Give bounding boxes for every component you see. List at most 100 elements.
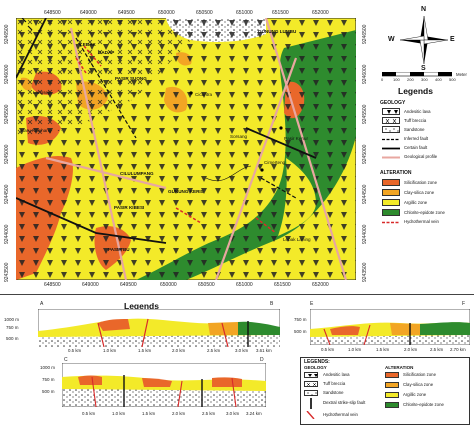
- left-tick: 9245500: [4, 104, 10, 124]
- top-tick: 650000: [158, 10, 175, 16]
- place-label-karu-kalehang: Karu Kalehang: [21, 128, 52, 133]
- inferred-fault: [75, 37, 137, 139]
- legend-item: Sandstone: [404, 127, 425, 132]
- scale-tick: 100: [393, 77, 400, 82]
- compass-n: N: [421, 6, 427, 13]
- distance-label: 1.0 km: [103, 348, 117, 353]
- place-label-langsep: Langsep: [33, 90, 51, 95]
- place-label-cimerteng: Cimerteng: [264, 160, 286, 165]
- distance-label: 2.5 km: [207, 348, 221, 353]
- elevation-label: 1000 m: [40, 365, 56, 370]
- scale-tick: 500: [449, 77, 456, 82]
- swatch-argillic: [385, 392, 399, 398]
- distance-label: 1.5 km: [142, 411, 156, 416]
- distance-label: 2.0 km: [172, 348, 186, 353]
- left-tick: 9244000: [4, 224, 10, 244]
- distance-label: 1.5 km: [376, 347, 390, 352]
- bottom-tick: 650000: [160, 282, 177, 288]
- scale-bar: 0 100 200 300 400 500 Meter: [381, 72, 472, 86]
- distance-label: 3.61 km: [256, 348, 272, 353]
- right-tick: 9245000: [362, 144, 368, 164]
- swatch-chlorite-epidote: [382, 209, 400, 216]
- distance-label: 2.70 km: [450, 347, 466, 352]
- profile-ab: Legends A B 1000 m 750 m 500 m 0.5 km 1.…: [4, 299, 280, 353]
- legend-alteration-heading: ALTERATION: [380, 170, 412, 176]
- bottom-tick: 648500: [44, 282, 61, 288]
- swatch-tuff-breccia: [382, 117, 400, 124]
- swatch-andesitic-lava: [304, 372, 318, 378]
- legend-item: Chlorite-epidote zone: [404, 210, 445, 215]
- right-tick: 9243500: [362, 262, 368, 282]
- profile-end-label: D: [260, 357, 264, 363]
- top-tick: 652000: [312, 10, 329, 16]
- bottom-tick: 651500: [274, 282, 291, 288]
- right-tick: 9245500: [362, 104, 368, 124]
- place-label-pasir-bu: PASIR BU: [108, 247, 130, 252]
- stream-line: [205, 165, 252, 181]
- swatch-hydrothermal-vein: [382, 221, 400, 224]
- place-label-cicantra: Cicantra: [195, 92, 213, 97]
- legend-item: Argillic zone: [404, 200, 428, 205]
- distance-label: 1.5 km: [138, 348, 152, 353]
- place-label-gunung-lumbu: GUNUNG LUMBU: [258, 29, 297, 34]
- bottom-tick: 652000: [312, 282, 329, 288]
- hydrothermal-vein-1: [83, 45, 102, 67]
- profile-line-cd: [69, 27, 128, 280]
- profile-legend: LEGENDS: GEOLOGY Andesitic lava Tuff bre…: [300, 357, 470, 425]
- compass-rose-icon: [399, 15, 449, 65]
- elevation-label: 750 m: [294, 317, 307, 322]
- left-tick: 9246500: [4, 24, 10, 44]
- place-marker: [189, 91, 193, 95]
- profile-ef: E F 750 m 500 m 0.5 km 1.0 km 1.5 km 2.0…: [294, 299, 472, 352]
- cross-section-panel: Legends A B 1000 m 750 m 500 m 0.5 km 1.…: [0, 294, 474, 443]
- map-canvas: [16, 18, 356, 280]
- scale-unit: Meter: [456, 72, 467, 77]
- profile-start-label: E: [310, 301, 314, 307]
- right-tick: 9246500: [362, 24, 368, 44]
- profile-end-label: B: [270, 301, 274, 307]
- swatch-silicification: [385, 372, 399, 378]
- legend-item: Clay-silica zone: [403, 382, 434, 387]
- place-label-sorsang: Sorsang: [230, 134, 248, 139]
- compass-w: W: [388, 36, 395, 43]
- top-tick: 650500: [196, 10, 213, 16]
- scale-tick: 200: [407, 77, 414, 82]
- swatch-dextral-fault: [310, 398, 312, 409]
- legend-item: Silicification zone: [404, 180, 437, 185]
- top-tick: 649500: [118, 10, 135, 16]
- elevation-label: 750 m: [42, 377, 55, 382]
- fault-ticks: [21, 18, 33, 31]
- right-tick: 9244000: [362, 224, 368, 244]
- elevation-label: 500 m: [42, 389, 55, 394]
- place-marker: [260, 168, 264, 172]
- distance-label: 3.24 km: [246, 411, 262, 416]
- profile-legends-title: Legends: [124, 301, 159, 311]
- compass-e: E: [450, 36, 455, 43]
- distance-label: 2.5 km: [202, 411, 216, 416]
- left-tick: 9245000: [4, 144, 10, 164]
- scale-tick: 400: [435, 77, 442, 82]
- swatch-argillic: [382, 199, 400, 206]
- bottom-tick: 649500: [120, 282, 137, 288]
- profile-start-label: A: [40, 301, 44, 307]
- place-label-lebak-laning: Lebak Laning: [283, 237, 311, 242]
- hydrothermal-vein-2: [75, 57, 87, 74]
- elevation-label: 500 m: [294, 329, 307, 334]
- right-tick: 9244500: [362, 184, 368, 204]
- legend-geology-heading: GEOLOGY: [380, 100, 406, 106]
- certain-fault: [16, 18, 47, 79]
- legend-item: Hydrothermal vein: [404, 219, 439, 224]
- legend-item: Clay-silica zone: [404, 190, 435, 195]
- swatch-sandstone: [382, 126, 400, 133]
- place-marker: [279, 126, 283, 130]
- certain-fault-east: [245, 127, 317, 159]
- map-legend: Legends GEOLOGY Andesitic lava Tuff brec…: [378, 84, 472, 274]
- swatch-certain-fault: [382, 147, 400, 150]
- distance-label: 2.0 km: [172, 411, 186, 416]
- certain-fault-south: [16, 197, 167, 244]
- hydrothermal-vein-4: [255, 217, 277, 234]
- swatch-andesitic-lava: [382, 108, 400, 115]
- distance-label: 2.0 km: [404, 347, 418, 352]
- swatch-clay-silica: [382, 189, 400, 196]
- swatch-chlorite-epidote: [385, 402, 399, 408]
